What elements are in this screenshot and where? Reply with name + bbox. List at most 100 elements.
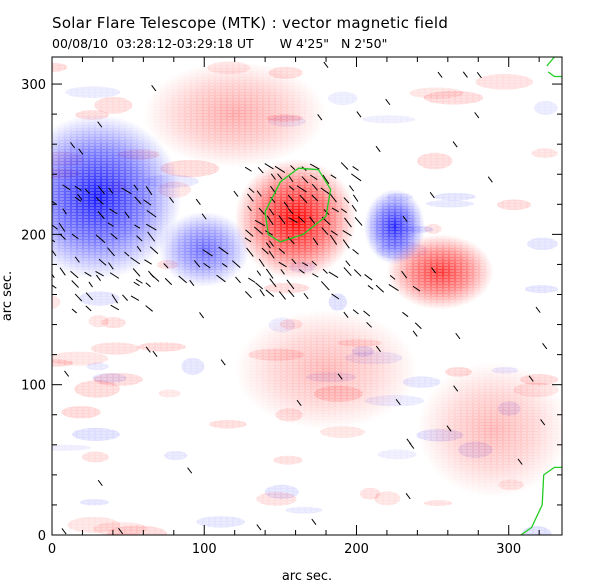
field-vector xyxy=(107,222,114,227)
field-vector xyxy=(264,230,273,236)
x-tick-label: 300 xyxy=(496,542,521,557)
field-vector xyxy=(245,229,254,237)
field-vector xyxy=(363,310,371,317)
plot-frame xyxy=(51,56,563,536)
field-vector xyxy=(311,183,318,191)
field-vector xyxy=(388,283,399,292)
field-vector xyxy=(329,234,338,245)
field-vector xyxy=(195,198,201,205)
field-vector xyxy=(247,193,254,202)
field-vector xyxy=(266,215,274,226)
x-tick-label: 100 xyxy=(192,542,217,557)
field-vector xyxy=(258,258,265,267)
field-vector xyxy=(274,165,286,174)
field-vector xyxy=(52,224,58,230)
field-vector xyxy=(301,262,309,267)
field-vector xyxy=(364,274,373,281)
field-vector xyxy=(264,163,274,170)
field-vector xyxy=(278,291,286,300)
field-vector xyxy=(311,260,318,266)
field-vector xyxy=(296,399,302,407)
field-vector xyxy=(216,274,226,283)
field-vector xyxy=(110,233,118,240)
field-vector xyxy=(257,166,264,174)
field-vector xyxy=(405,493,411,500)
field-vector xyxy=(290,165,296,171)
field-vector xyxy=(187,467,193,474)
field-vector xyxy=(278,261,287,268)
y-tick-label: 100 xyxy=(21,379,46,394)
field-vector xyxy=(61,528,67,535)
field-vector xyxy=(352,194,359,202)
field-vector xyxy=(389,274,396,280)
field-vector xyxy=(366,322,372,328)
field-vector xyxy=(253,226,264,235)
field-vector xyxy=(303,292,309,300)
field-vector xyxy=(64,370,70,377)
field-vector xyxy=(59,267,66,276)
field-vector xyxy=(317,114,323,121)
field-vector xyxy=(309,216,316,224)
field-vector xyxy=(265,268,274,279)
field-vector xyxy=(255,282,264,290)
field-vector xyxy=(70,142,76,149)
field-vector xyxy=(95,197,104,205)
field-vector xyxy=(143,199,152,206)
field-vector xyxy=(199,312,205,319)
field-vector xyxy=(74,256,80,263)
field-vector xyxy=(268,250,275,259)
field-vector xyxy=(261,247,269,255)
y-axis-label: arc sec. xyxy=(0,271,15,321)
northeast-corner-contour xyxy=(546,57,562,78)
field-vector xyxy=(85,292,93,301)
field-vector xyxy=(322,268,328,274)
field-vector xyxy=(351,204,357,212)
field-vector xyxy=(412,285,421,292)
field-vector xyxy=(62,208,67,215)
field-vector xyxy=(244,291,252,299)
field-vector xyxy=(402,215,408,223)
field-vector xyxy=(130,257,140,265)
field-vector xyxy=(145,186,153,196)
observation-time-range: 03:28:12-03:29:18 UT xyxy=(116,36,254,51)
field-vector xyxy=(320,281,330,291)
field-vector xyxy=(233,190,239,197)
field-vector xyxy=(244,237,252,243)
field-vector xyxy=(349,185,355,192)
field-vector xyxy=(111,294,119,304)
field-vector xyxy=(71,280,79,288)
field-vector xyxy=(455,332,461,340)
field-vector xyxy=(437,71,443,78)
field-vector xyxy=(145,346,151,353)
field-vector xyxy=(95,234,106,244)
field-vector xyxy=(269,278,277,288)
field-vector xyxy=(269,240,274,247)
field-vector xyxy=(134,196,142,205)
field-vector xyxy=(328,271,339,278)
field-vector xyxy=(283,201,289,208)
field-vector xyxy=(476,71,482,79)
field-vector xyxy=(265,289,275,297)
field-vector xyxy=(297,216,306,223)
field-vector xyxy=(367,285,374,290)
field-vector xyxy=(375,145,381,153)
field-vector xyxy=(52,273,55,279)
field-vector xyxy=(254,219,266,227)
field-vector xyxy=(278,215,286,225)
field-vector xyxy=(220,359,226,366)
x-axis-label: arc sec. xyxy=(282,569,332,584)
field-vector xyxy=(331,207,339,213)
field-vector xyxy=(97,185,105,195)
field-vector xyxy=(412,330,418,337)
southeast-corner-contour xyxy=(520,466,562,535)
field-vector xyxy=(446,425,452,432)
field-vector xyxy=(152,350,158,358)
transverse-field-vectors xyxy=(52,61,548,535)
field-vector xyxy=(540,419,546,426)
field-vector xyxy=(278,248,286,254)
field-vector xyxy=(231,260,241,269)
field-vector xyxy=(342,239,350,249)
field-vector xyxy=(109,208,118,215)
field-vector xyxy=(310,174,318,181)
field-vector xyxy=(71,308,77,314)
